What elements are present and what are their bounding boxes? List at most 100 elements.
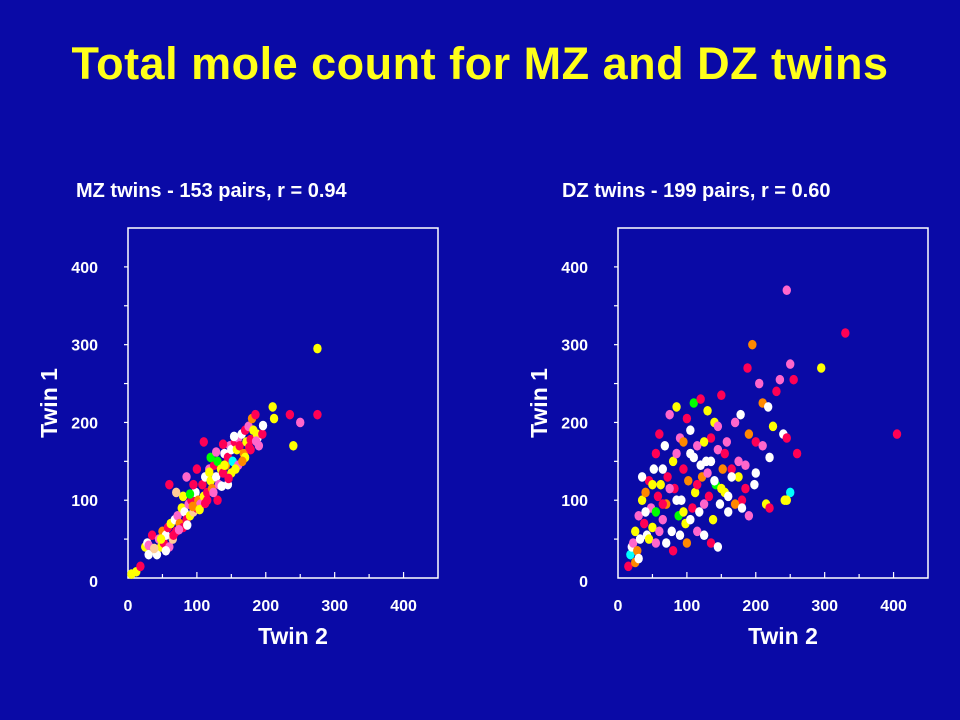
dz-data-point: [745, 511, 753, 521]
dz-data-point: [663, 472, 671, 482]
mz-data-point: [150, 544, 158, 554]
dz-y-tick-label: 0: [579, 574, 588, 591]
dz-y-tick-label: 400: [561, 260, 588, 277]
mz-data-point: [259, 421, 267, 431]
mz-x-tick-label: 200: [252, 598, 279, 615]
dz-data-point: [665, 484, 673, 494]
dz-data-point: [672, 449, 680, 459]
dz-data-point: [783, 285, 791, 295]
dz-data-point: [743, 363, 751, 373]
dz-data-point: [724, 492, 732, 502]
mz-x-tick-label: 300: [321, 598, 348, 615]
mz-data-point: [313, 410, 321, 420]
dz-plot-frame: [618, 228, 928, 578]
dz-data-point: [727, 472, 735, 482]
dz-data-point: [714, 542, 722, 552]
dz-data-point: [786, 359, 794, 369]
dz-data-point: [672, 402, 680, 412]
dz-data-point: [700, 437, 708, 447]
dz-data-point: [714, 422, 722, 432]
dz-data-point: [657, 480, 665, 490]
dz-data-point: [710, 476, 718, 486]
mz-data-point: [175, 525, 183, 535]
dz-y-tick-label: 300: [561, 338, 588, 355]
dz-data-point: [665, 410, 673, 420]
dz-data-point: [655, 429, 663, 439]
dz-data-point: [745, 429, 753, 439]
dz-data-point: [641, 488, 649, 498]
mz-data-point: [296, 418, 304, 428]
mz-data-point: [224, 474, 232, 484]
mz-data-point: [183, 520, 191, 530]
dz-data-point: [755, 379, 763, 389]
mz-data-point: [136, 562, 144, 572]
mz-data-point: [186, 489, 194, 499]
mz-data-point: [165, 480, 173, 490]
mz-y-axis-label: Twin 1: [36, 368, 62, 438]
dz-x-tick-label: 400: [880, 598, 907, 615]
mz-data-point: [162, 546, 170, 556]
dz-data-point: [717, 484, 725, 494]
dz-data-point: [686, 515, 694, 525]
mz-data-point: [201, 499, 209, 509]
mz-data-point: [219, 439, 227, 449]
charts-canvas: 0 100 200 300 4000100200300400Twin 2Twin 1 0…: [0, 0, 960, 720]
dz-data-point: [789, 375, 797, 385]
dz-data-point: [893, 429, 901, 439]
dz-data-point: [676, 530, 684, 540]
dz-data-point: [705, 492, 713, 502]
mz-data-point: [189, 480, 197, 490]
dz-data-point: [741, 484, 749, 494]
dz-data-point: [669, 546, 677, 556]
dz-data-point: [652, 507, 660, 517]
dz-data-point: [696, 460, 704, 470]
dz-data-point: [783, 495, 791, 505]
dz-data-point: [709, 515, 717, 525]
dz-data-point: [817, 363, 825, 373]
dz-data-point: [654, 492, 662, 502]
mz-data-point: [157, 534, 165, 544]
dz-data-point: [683, 538, 691, 548]
dz-data-point: [652, 538, 660, 548]
mz-data-point: [313, 344, 321, 354]
dz-data-point: [717, 390, 725, 400]
dz-data-point: [769, 422, 777, 432]
mz-data-point: [220, 460, 228, 470]
dz-data-point: [684, 476, 692, 486]
dz-data-point: [686, 425, 694, 435]
dz-data-point: [703, 406, 711, 416]
dz-data-point: [679, 437, 687, 447]
dz-data-point: [679, 464, 687, 474]
dz-x-axis-label: Twin 2: [748, 623, 818, 649]
dz-data-point: [724, 507, 732, 517]
dz-data-point: [650, 464, 658, 474]
dz-data-point: [731, 418, 739, 428]
mz-y-tick-label: 100: [71, 493, 98, 510]
dz-data-point: [841, 328, 849, 338]
dz-data-point: [683, 414, 691, 424]
dz-data-point: [719, 464, 727, 474]
dz-data-point: [652, 449, 660, 459]
dz-y-tick-label: 100: [561, 493, 588, 510]
dz-data-point: [700, 530, 708, 540]
dz-data-point: [659, 499, 667, 509]
dz-data-point: [752, 468, 760, 478]
dz-data-point: [659, 464, 667, 474]
dz-data-point: [748, 340, 756, 350]
dz-data-point: [668, 527, 676, 537]
dz-data-point: [723, 437, 731, 447]
mz-data-point: [270, 414, 278, 424]
mz-data-point: [251, 410, 259, 420]
mz-data-point: [200, 437, 208, 447]
dz-data-point: [700, 499, 708, 509]
dz-data-point: [707, 457, 715, 467]
dz-data-point: [640, 519, 648, 529]
dz-data-point: [716, 499, 724, 509]
mz-data-point: [252, 436, 260, 446]
dz-y-tick-label: 200: [561, 415, 588, 432]
dz-data-point: [679, 507, 687, 517]
mz-data-point: [230, 432, 238, 442]
mz-data-point: [258, 429, 266, 439]
dz-data-point: [734, 457, 742, 467]
dz-data-point: [661, 441, 669, 451]
